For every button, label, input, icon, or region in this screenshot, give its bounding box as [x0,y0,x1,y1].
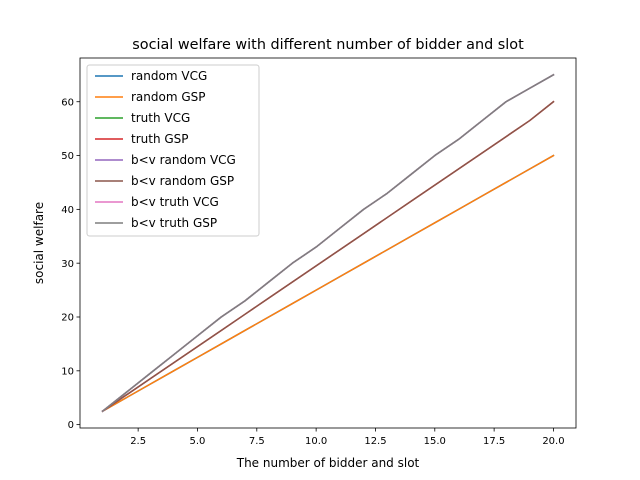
x-tick-label: 12.5 [364,436,386,447]
y-tick-label: 30 [61,259,74,270]
y-tick-label: 0 [68,420,74,431]
y-tick-label: 40 [61,205,74,216]
legend-label: truth VCG [131,111,190,125]
chart-title: social welfare with different number of … [132,37,524,53]
legend-label: random VCG [131,69,207,83]
series-line [101,154,555,413]
legend: random VCG random GSP truth VCG truth GSP b<… [86,64,260,237]
x-tick-label: 7.5 [249,436,265,447]
x-tick-label: 10.0 [305,436,327,447]
legend-label: b<v random GSP [131,174,234,188]
y-tick-label: 10 [61,366,74,377]
series-layer [101,73,555,413]
x-tick-label: 17.5 [483,436,505,447]
axes-layer: 2.5 5.0 7.5 10.0 12.5 15.0 17.5 20.0 0 10 20 30 40 50… [61,57,577,447]
series-line [101,73,555,413]
x-tick-label: 20.0 [542,436,564,447]
legend-label: random GSP [131,90,206,104]
y-axis-label: social welfare [32,202,46,284]
legend-label: truth GSP [131,132,189,146]
y-tick-label: 60 [61,97,74,108]
legend-box [86,64,260,237]
x-axis-label: The number of bidder and slot [236,456,420,470]
series-line [101,100,555,413]
y-tick-label: 20 [61,313,74,324]
legend-label: b<v truth VCG [131,195,219,209]
x-tick-label: 2.5 [130,436,146,447]
axes-frame [79,57,577,429]
y-tick-label: 50 [61,151,74,162]
x-tick-label: 5.0 [190,436,206,447]
legend-label: b<v truth GSP [131,216,217,230]
legend-label: b<v random VCG [131,153,236,167]
x-tick-label: 15.0 [424,436,446,447]
